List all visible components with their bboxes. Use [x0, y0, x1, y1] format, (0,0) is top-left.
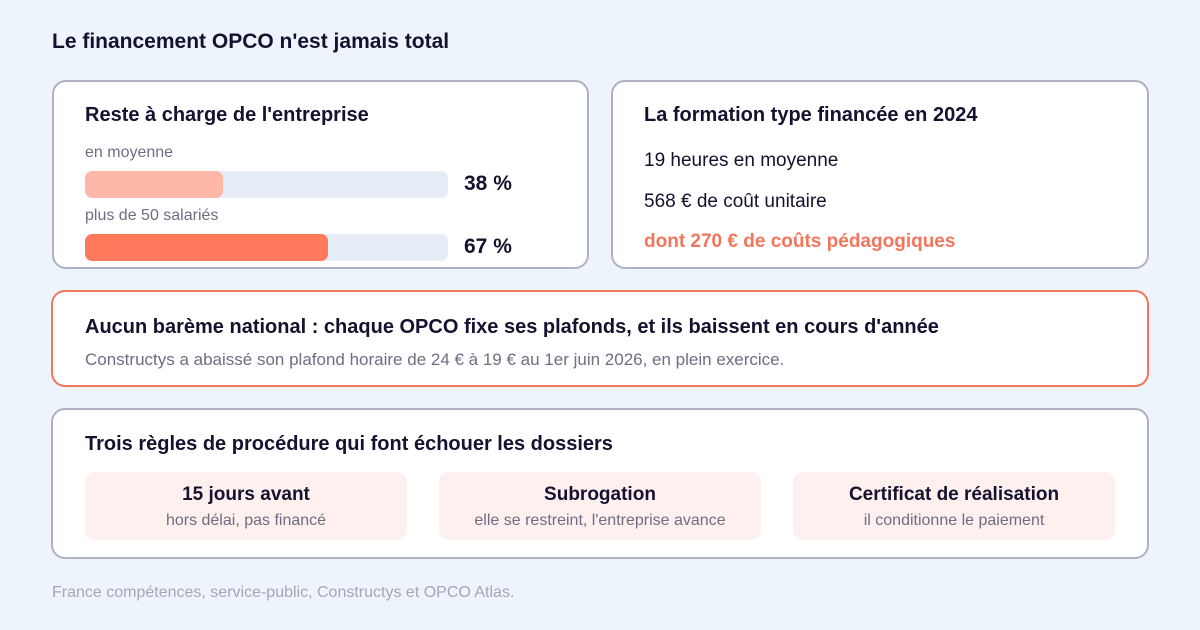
rule-title: 15 jours avant	[182, 484, 310, 505]
bar-label-average: en moyenne	[85, 144, 174, 161]
formation-card: La formation type financée en 2024 19 he…	[611, 80, 1149, 269]
rule-title: Certificat de réalisation	[848, 484, 1060, 505]
formation-heading: La formation type financée en 2024	[644, 104, 978, 126]
bar-value-large-companies: 67 %	[464, 235, 512, 258]
reste-a-charge-heading: Reste à charge de l'entreprise	[85, 104, 369, 126]
bar-value-average: 38 %	[464, 172, 512, 195]
source-note: France compétences, service-public, Cons…	[52, 584, 515, 601]
rule-item: Certificat de réalisation il conditionne…	[793, 472, 1115, 540]
alert-heading: Aucun barème national : chaque OPCO fixe…	[85, 316, 939, 338]
bar-fill-large-companies	[85, 234, 329, 261]
rules-heading: Trois règles de procédure qui font échou…	[85, 433, 613, 455]
rule-title: Subrogation	[544, 484, 656, 505]
reste-a-charge-card: Reste à charge de l'entreprise en moyenn…	[52, 80, 589, 269]
bar-fill-average	[85, 171, 223, 198]
rule-subtitle: hors délai, pas financé	[165, 512, 327, 529]
bar-label-large-companies: plus de 50 salariés	[85, 207, 219, 224]
alert-text: Constructys a abaissé son plafond horair…	[85, 350, 785, 369]
bar-track-large-companies	[85, 234, 448, 261]
formation-unit-cost: 568 € de coût unitaire	[644, 191, 827, 212]
page-title: Le financement OPCO n'est jamais total	[52, 30, 450, 53]
bar-track-average	[85, 171, 448, 198]
rules-card: Trois règles de procédure qui font échou…	[51, 408, 1149, 559]
rule-subtitle: elle se restreint, l'entreprise avance	[474, 512, 726, 529]
rule-item: Subrogation elle se restreint, l'entrepr…	[439, 472, 761, 540]
formation-hours: 19 heures en moyenne	[644, 150, 839, 171]
rule-item: 15 jours avant hors délai, pas financé	[85, 472, 407, 540]
rule-subtitle: il conditionne le paiement	[863, 512, 1045, 529]
alert-card: Aucun barème national : chaque OPCO fixe…	[51, 290, 1149, 387]
formation-pedagogical-cost: dont 270 € de coûts pédagogiques	[644, 231, 956, 252]
